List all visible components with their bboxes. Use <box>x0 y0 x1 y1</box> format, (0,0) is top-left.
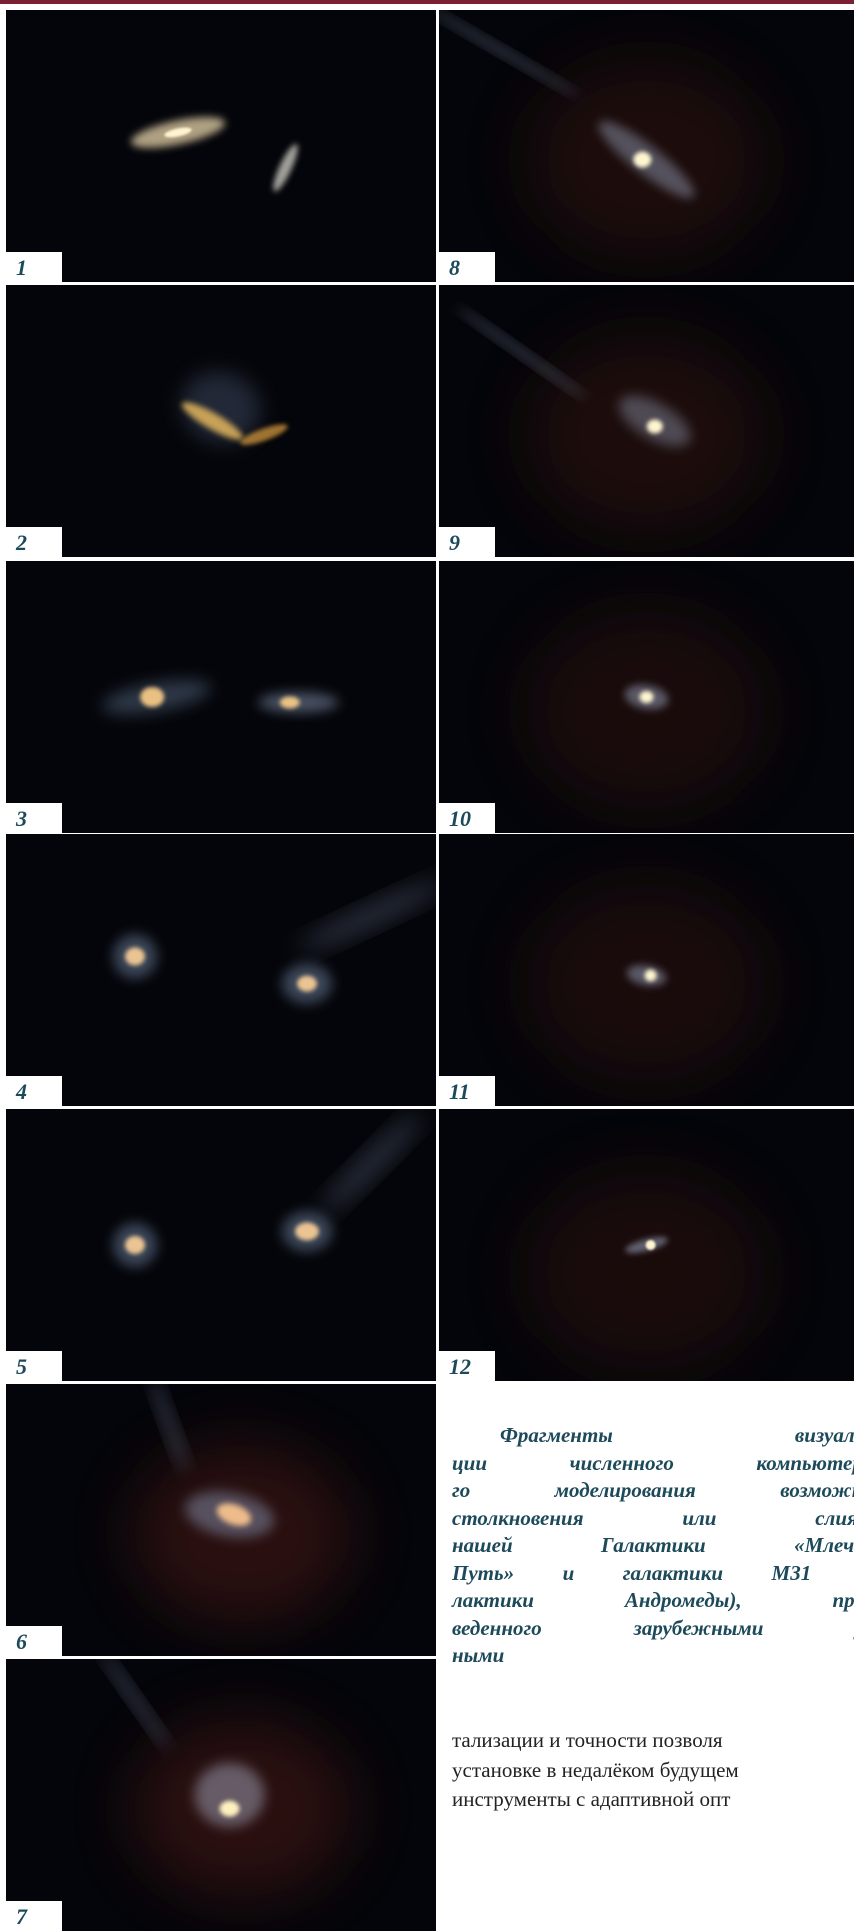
panel-label: 7 <box>6 1901 62 1931</box>
text-line: установке в недалёком будущем <box>452 1756 854 1786</box>
panel-label: 8 <box>439 252 495 282</box>
panel-label: 3 <box>6 803 62 833</box>
galaxy-shape <box>646 1240 656 1250</box>
figure-panel: 9 <box>439 285 854 557</box>
figure-panel: 1 <box>6 10 436 282</box>
galaxy-shape <box>315 1109 428 1220</box>
figure-panel: 11 <box>439 834 854 1106</box>
figure-panel: 6 <box>6 1384 436 1656</box>
text-line: тализации и точности позволя <box>452 1726 854 1756</box>
galaxy-shape <box>140 687 164 707</box>
galaxy-image <box>6 1109 436 1381</box>
panel-label: 9 <box>439 527 495 557</box>
galaxy-shape <box>645 969 657 981</box>
figure-panel: 7 <box>6 1659 436 1931</box>
galaxy-shape <box>195 1763 265 1827</box>
galaxy-image <box>439 285 854 557</box>
galaxy-image <box>439 1109 854 1381</box>
galaxy-shape <box>295 1222 319 1240</box>
panel-label: 12 <box>439 1351 495 1381</box>
caption-line: го моделирования возможного <box>452 1477 854 1505</box>
galaxy-shape <box>125 1236 145 1254</box>
galaxy-shape <box>527 611 767 811</box>
figure-panel: 5 <box>6 1109 436 1381</box>
figure-panel: 3 <box>6 561 436 833</box>
galaxy-shape <box>297 976 317 992</box>
galaxy-shape <box>269 142 302 194</box>
figure-panel: 12 <box>439 1109 854 1381</box>
panel-label: 11 <box>439 1076 495 1106</box>
panel-label: 2 <box>6 527 62 557</box>
galaxy-shape <box>220 1801 240 1817</box>
caption-line: ными <box>452 1642 854 1670</box>
text-line: инструменты с адаптивной опт <box>452 1785 854 1815</box>
caption-line: столкновения или слияния <box>452 1505 854 1533</box>
galaxy-image <box>6 834 436 1106</box>
figure-panel: 4 <box>6 834 436 1106</box>
galaxy-shape <box>640 691 654 703</box>
galaxy-shape <box>647 419 663 433</box>
galaxy-image <box>6 561 436 833</box>
caption-line: веденного зарубежными учё- <box>452 1615 854 1643</box>
figure-panel: 2 <box>6 285 436 557</box>
galaxy-shape <box>125 947 145 965</box>
galaxy-shape <box>96 1659 173 1752</box>
caption-line: Путь» и галактики М31 (га- <box>452 1560 854 1588</box>
panel-label: 6 <box>6 1626 62 1656</box>
caption-line: лактики Андромеды), произ- <box>452 1587 854 1615</box>
galaxy-image <box>439 834 854 1106</box>
galaxy-image <box>6 1659 436 1931</box>
galaxy-image <box>439 10 854 282</box>
caption-line: нашей Галактики «Млечный <box>452 1532 854 1560</box>
figure-caption: Фрагменты визуализа-ции численного компь… <box>452 1422 854 1670</box>
panel-label: 5 <box>6 1351 62 1381</box>
caption-line: Фрагменты визуализа- <box>452 1422 854 1450</box>
galaxy-shape <box>439 10 581 99</box>
panel-label: 1 <box>6 252 62 282</box>
figure-panel: 10 <box>439 561 854 833</box>
top-bar <box>0 0 854 4</box>
galaxy-shape <box>147 1384 192 1474</box>
galaxy-shape <box>454 304 590 402</box>
caption-line: ции численного компьютерно- <box>452 1450 854 1478</box>
galaxy-image <box>439 561 854 833</box>
galaxy-shape <box>280 696 300 708</box>
figure-panel: 8 <box>439 10 854 282</box>
panel-label: 4 <box>6 1076 62 1106</box>
panel-label: 10 <box>439 803 495 833</box>
galaxy-shape <box>527 1172 767 1372</box>
galaxy-shape <box>295 873 436 959</box>
galaxy-image <box>6 1384 436 1656</box>
galaxy-image <box>6 285 436 557</box>
page: 123456789101112 Фрагменты визуализа-ции … <box>0 0 854 1924</box>
galaxy-image <box>6 10 436 282</box>
galaxy-shape <box>633 152 651 168</box>
